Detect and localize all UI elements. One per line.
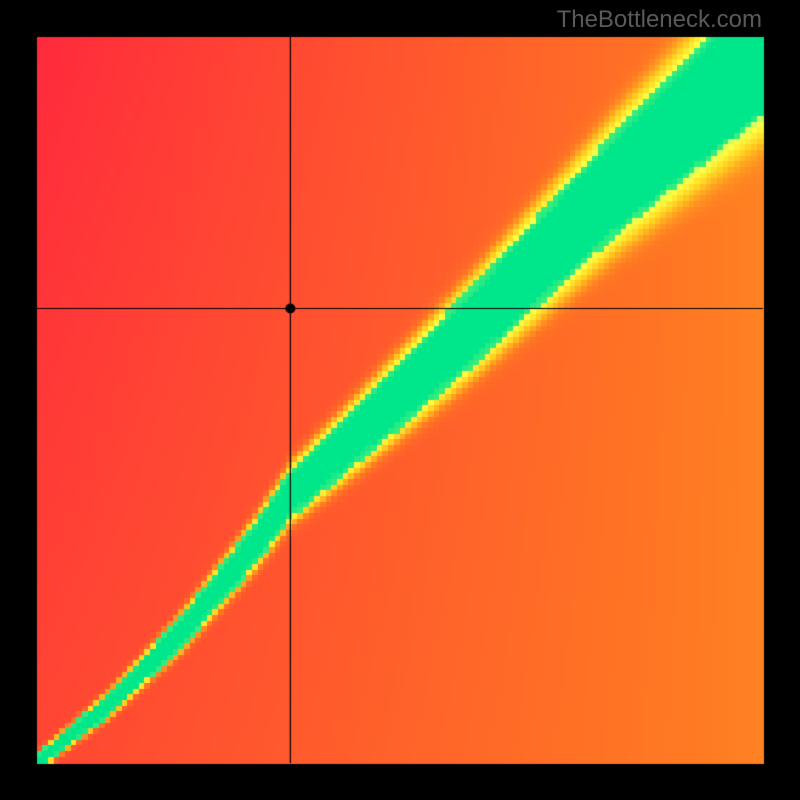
bottleneck-heatmap-canvas [0,0,800,800]
chart-outer-frame: TheBottleneck.com [0,0,800,800]
watermark-text: TheBottleneck.com [557,6,762,34]
